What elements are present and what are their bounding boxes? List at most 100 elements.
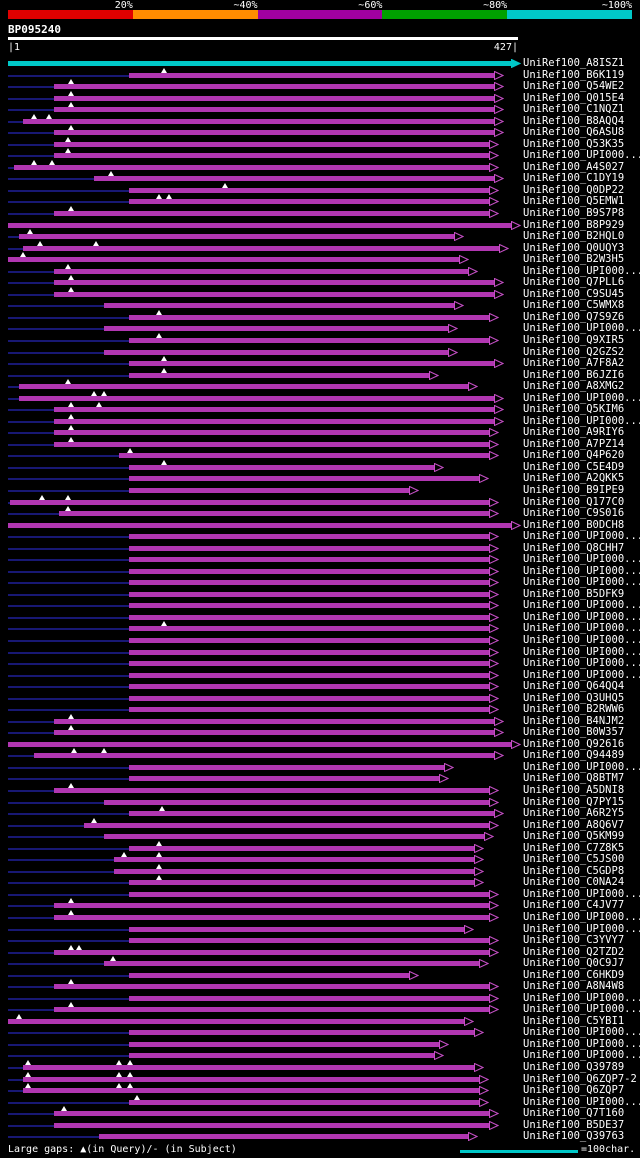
arrowhead-icon bbox=[488, 889, 499, 899]
hit-row: UniRef100_B9S7P8 bbox=[0, 206, 640, 220]
arrowhead-icon bbox=[494, 405, 505, 415]
identity-scale-segment bbox=[257, 10, 383, 19]
query-gap-marker-icon bbox=[15, 1013, 22, 1019]
hit-label: UniRef100_UPI000... bbox=[523, 599, 640, 612]
arrowhead-icon bbox=[494, 105, 505, 115]
hit-bar bbox=[54, 211, 490, 217]
unaligned-flank-line bbox=[8, 755, 35, 758]
hit-row: UniRef100_Q4P620 bbox=[0, 448, 640, 462]
arrowhead-icon bbox=[488, 151, 499, 161]
arrowhead-icon bbox=[494, 93, 505, 103]
unaligned-flank-line bbox=[8, 893, 129, 896]
arrowhead-icon bbox=[494, 289, 505, 299]
query-gap-marker-icon bbox=[67, 1002, 74, 1008]
hit-row: UniRef100_UPI000... bbox=[0, 148, 640, 162]
hit-bar bbox=[128, 926, 465, 932]
hit-label: UniRef100_Q94489 bbox=[523, 749, 625, 762]
query-gap-marker-icon bbox=[126, 448, 133, 454]
hit-label: UniRef100_A6R2Y5 bbox=[523, 807, 625, 820]
hit-row: UniRef100_C6HKD9 bbox=[0, 969, 640, 982]
hit-bar bbox=[54, 407, 496, 413]
hit-label: UniRef100_C7Z8K5 bbox=[523, 841, 625, 854]
unaligned-flank-line bbox=[8, 143, 55, 146]
hit-label: UniRef100_UPI000... bbox=[523, 668, 640, 681]
hit-row: UniRef100_C3YVY7 bbox=[0, 935, 640, 947]
unaligned-flank-line bbox=[8, 732, 55, 735]
arrowhead-icon bbox=[448, 347, 459, 357]
hit-bar bbox=[114, 857, 476, 863]
hit-bar bbox=[54, 1122, 490, 1128]
unaligned-flank-line bbox=[8, 813, 129, 816]
arrowhead-icon bbox=[494, 82, 505, 92]
hit-bar bbox=[8, 222, 512, 228]
unaligned-flank-line bbox=[8, 905, 55, 908]
hit-bar bbox=[54, 291, 496, 297]
query-gap-marker-icon bbox=[46, 113, 53, 119]
query-gap-marker-icon bbox=[65, 506, 72, 512]
hit-label: UniRef100_A9RIY6 bbox=[523, 426, 625, 439]
hit-row: UniRef100_UPI000... bbox=[0, 888, 640, 901]
hit-bar bbox=[94, 176, 496, 182]
query-gap-marker-icon bbox=[67, 102, 74, 108]
hit-row: UniRef100_Q2TZD2 bbox=[0, 944, 640, 959]
arrowhead-icon bbox=[434, 1051, 445, 1061]
hit-label: UniRef100_A8Q6V7 bbox=[523, 818, 625, 831]
hit-label: UniRef100_B9IPE9 bbox=[523, 483, 625, 496]
arrowhead-icon bbox=[479, 1097, 490, 1107]
hit-bar bbox=[54, 430, 490, 436]
hit-row: UniRef100_UPI000... bbox=[0, 564, 640, 578]
arrowhead-icon bbox=[474, 843, 485, 853]
hit-label: UniRef100_Q5EMW1 bbox=[523, 195, 625, 208]
hit-row: UniRef100_Q6ASU8 bbox=[0, 125, 640, 139]
hit-row: UniRef100_C5YBI1 bbox=[0, 1013, 640, 1028]
hit-row: UniRef100_Q8BTM7 bbox=[0, 773, 640, 785]
identity-scale-tick-label: ~80% bbox=[483, 0, 508, 11]
unaligned-flank-line bbox=[8, 1090, 24, 1093]
hit-row: UniRef100_UPI000... bbox=[0, 621, 640, 635]
hit-bar bbox=[128, 764, 445, 770]
hit-row: UniRef100_UPI000... bbox=[0, 531, 640, 543]
hit-label: UniRef100_C5E4D9 bbox=[523, 460, 625, 473]
identity-scale-segment bbox=[382, 10, 508, 19]
hit-row: UniRef100_Q54WE2 bbox=[0, 79, 640, 93]
hit-bar bbox=[128, 314, 490, 320]
hit-row: UniRef100_A2QKK5 bbox=[0, 473, 640, 485]
arrowhead-icon bbox=[468, 266, 479, 276]
hit-row: UniRef100_B6JZI6 bbox=[0, 367, 640, 382]
hit-label: UniRef100_UPI000... bbox=[523, 553, 640, 566]
hit-row: UniRef100_B0DCH8 bbox=[0, 519, 640, 532]
unaligned-flank-line bbox=[8, 963, 104, 966]
query-gap-marker-icon bbox=[161, 459, 168, 465]
hit-label: UniRef100_UPI000... bbox=[523, 1037, 640, 1050]
unaligned-flank-line bbox=[8, 1124, 55, 1127]
hit-bar bbox=[128, 72, 496, 78]
unaligned-flank-line bbox=[8, 293, 55, 296]
hit-row: UniRef100_A7F8A2 bbox=[0, 356, 640, 370]
hit-label: UniRef100_Q0DP22 bbox=[523, 183, 625, 196]
hit-label: UniRef100_UPI000... bbox=[523, 322, 640, 335]
hit-bar bbox=[8, 257, 460, 263]
query-gap-marker-icon bbox=[65, 379, 72, 385]
hit-label: UniRef100_Q6ASU8 bbox=[523, 126, 625, 139]
query-gap-marker-icon bbox=[36, 240, 43, 246]
hit-label: UniRef100_Q5KIM6 bbox=[523, 403, 625, 416]
hit-bar bbox=[54, 984, 490, 990]
identity-scale-tick-label: ~40% bbox=[233, 0, 258, 11]
hit-bar bbox=[8, 1018, 465, 1024]
unaligned-flank-line bbox=[8, 582, 129, 585]
arrowhead-icon bbox=[468, 382, 479, 392]
query-gap-marker-icon bbox=[67, 898, 74, 904]
query-gap-marker-icon bbox=[91, 390, 98, 396]
hit-row: UniRef100_Q6ZQP7-2 bbox=[0, 1071, 640, 1086]
unaligned-flank-line bbox=[8, 778, 129, 781]
arrowhead-icon bbox=[494, 751, 505, 761]
unaligned-flank-line bbox=[8, 97, 55, 100]
unaligned-flank-line bbox=[8, 466, 129, 469]
hit-label: UniRef100_UPI000... bbox=[523, 1026, 640, 1039]
arrowhead-icon bbox=[488, 670, 499, 680]
hit-label: UniRef100_UPI000... bbox=[523, 564, 640, 577]
query-gap-marker-icon bbox=[158, 806, 165, 812]
unaligned-flank-line bbox=[8, 674, 129, 677]
hit-label: UniRef100_Q4P620 bbox=[523, 449, 625, 462]
hit-bar bbox=[23, 1064, 476, 1070]
